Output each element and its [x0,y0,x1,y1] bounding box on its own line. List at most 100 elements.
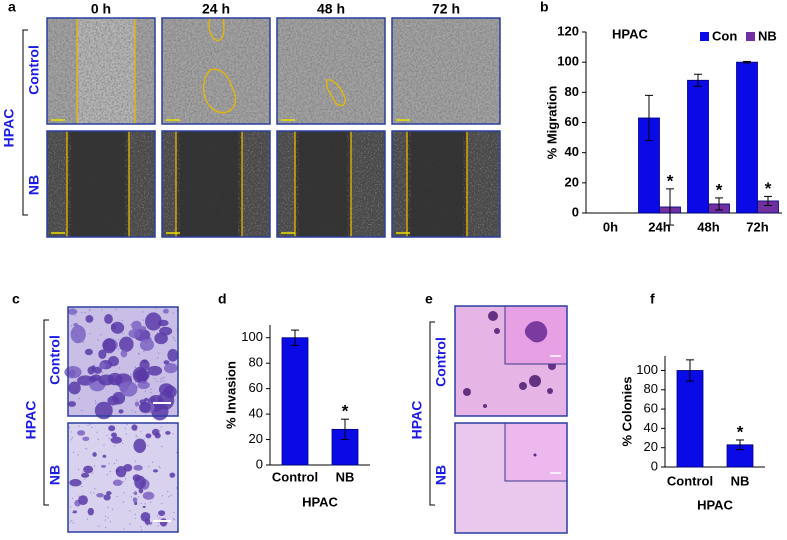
pore [162,324,164,326]
pore [111,356,113,358]
stained-cell [72,510,77,514]
pore [89,332,91,334]
pore [106,343,108,346]
pore [106,434,108,437]
pore [81,485,83,488]
wound-gap [411,131,463,237]
pore [151,341,154,343]
pore [111,405,113,407]
pore [129,510,131,512]
pore [120,331,122,333]
pore [170,494,172,496]
stained-cell [81,472,90,478]
pore [89,376,91,378]
pore [117,348,120,350]
column-header: 24 h [202,1,230,17]
pore [123,492,125,494]
stained-cell [132,366,147,383]
panel-label: f [650,291,655,307]
pore [150,388,152,390]
stained-cell [88,375,97,383]
pore [167,312,169,314]
pore [86,518,89,520]
stained-cell [70,325,86,344]
stained-cell [142,491,155,500]
pore [147,466,150,468]
inset-colony [524,321,548,343]
pore [78,468,80,471]
image-border [276,130,386,238]
pore [130,375,132,377]
y-tick-label: 80 [249,355,263,370]
stained-cell [118,409,124,414]
y-tick-label: 60 [644,401,658,416]
micrograph [276,130,386,238]
pore [167,491,169,493]
pore [103,496,105,499]
stained-cell [96,492,104,498]
stained-cell [134,475,146,489]
colony [494,328,500,334]
pore [172,336,174,338]
pore [143,350,145,352]
pore [109,471,112,473]
pore [157,357,159,359]
error-bar [743,60,751,64]
image-border [161,17,271,125]
stained-cell [167,348,179,362]
pore [160,378,162,380]
pore [159,517,161,519]
bracket [429,321,435,506]
stained-cell [120,349,128,358]
x-tick-label: NB [336,469,355,484]
pore [126,388,128,390]
significance-mark: * [342,402,349,421]
pore [119,347,121,349]
pore [161,404,163,406]
pore [94,399,97,402]
stained-cell [98,349,107,359]
pore [110,344,112,346]
pore [124,348,126,350]
pore [150,501,152,503]
y-tick-label: 0 [651,458,658,473]
y-axis-label: % Colonies [619,376,634,446]
stained-cell [132,497,138,503]
pore [152,326,155,328]
error-bar [291,329,299,346]
pore [168,360,170,363]
stained-cell [133,491,138,496]
stained-cell [139,359,150,371]
group-label: HPAC [1,109,17,148]
pore [149,513,151,515]
error-bar [666,188,674,226]
pore [172,517,174,520]
pore [94,488,96,490]
pore [103,444,105,446]
stained-cell [137,381,150,390]
pore [74,385,76,387]
error-bar [764,195,772,206]
pore [107,506,109,508]
stained-cell [110,321,125,334]
pore [90,367,92,369]
texture [277,18,385,124]
pore [115,308,117,311]
stained-cell [165,431,171,435]
stained-cell [98,374,115,386]
pore [81,312,83,314]
pore [78,397,80,400]
y-tick-label: 80 [644,381,658,396]
pore [71,497,74,499]
pore [134,517,136,519]
x-axis-label: HPAC [697,497,733,512]
pore [113,462,116,465]
pore [70,439,73,441]
y-axis-label: % Migration [544,86,559,160]
bar [676,370,704,468]
pore [162,395,164,397]
column-header: 72 h [432,1,460,17]
pore [81,409,83,412]
inset-colony [533,453,537,457]
